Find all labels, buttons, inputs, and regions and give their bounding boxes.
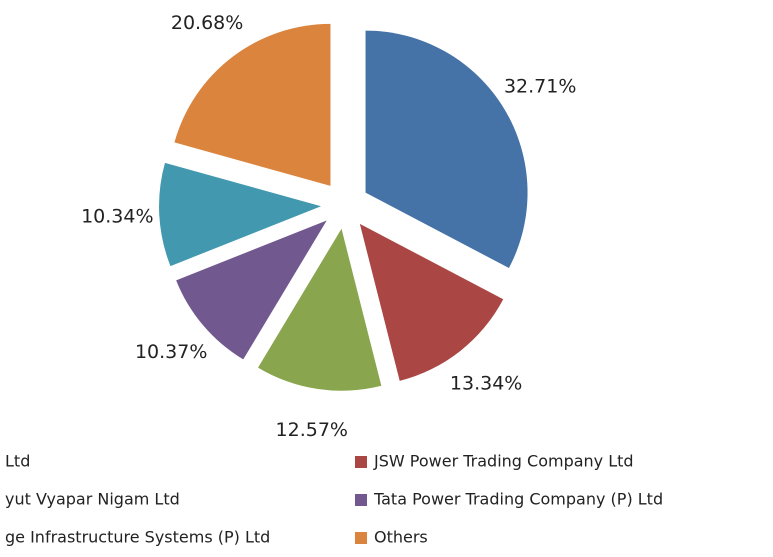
data-label: 13.34% [450,373,522,395]
legend-swatch [355,456,367,468]
data-label: 10.37% [135,341,207,363]
data-label: 12.57% [276,419,348,441]
legend-swatch [355,494,367,506]
data-label: 32.71% [504,76,576,98]
data-label: 10.34% [81,206,153,228]
legend-label: Others [374,528,428,547]
pie-slice [174,23,331,186]
legend-label: ge Infrastructure Systems (P) Ltd [5,528,270,547]
legend-label: Tata Power Trading Company (P) Ltd [373,490,663,509]
legend-label: JSW Power Trading Company Ltd [373,452,634,471]
pie-slice [359,223,504,381]
pie-slice [365,30,528,269]
pie-slice [258,228,382,391]
legend-label: Ltd [5,452,30,471]
pie-slice [159,162,322,267]
legend-swatch [355,532,367,544]
pie-slice [176,220,327,360]
legend-label: yut Vyapar Nigam Ltd [5,490,180,509]
data-label: 20.68% [171,12,243,34]
